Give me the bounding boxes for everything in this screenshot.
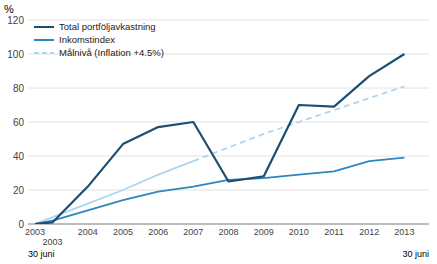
grid-line xyxy=(28,156,429,157)
chart: 0 20 40 60 80 100 120 20032003 2004 2005 2006 2007 2… xyxy=(0,0,437,264)
x-tick-label: 2011 xyxy=(324,227,343,237)
annotation: 30 juni xyxy=(28,249,55,259)
x-tick-label: 2003 xyxy=(25,227,45,237)
legend-swatch xyxy=(34,39,54,41)
x-tick-label: 2012 xyxy=(359,227,379,237)
x-tick-label: 2006 xyxy=(148,227,168,237)
legend: Total portföljavkastning Inkomstindex Måln… xyxy=(34,21,164,58)
annotation: 30 juni xyxy=(402,249,429,259)
y-tick-label: 20 xyxy=(13,185,25,196)
x-tick-label: 2003 xyxy=(43,237,63,247)
y-tick-label: 120 xyxy=(7,15,24,26)
x-axis-line xyxy=(28,224,429,225)
y-axis-label: % xyxy=(4,3,14,15)
grid-line xyxy=(28,224,429,225)
x-tick-label: 2010 xyxy=(289,227,309,237)
x-tick-label: 2008 xyxy=(218,227,238,237)
legend-label: Målnivå (Inflation +4.5%) xyxy=(59,47,164,58)
plot-area xyxy=(35,54,404,224)
legend-label: Inkomstindex xyxy=(59,34,115,45)
series-line xyxy=(193,86,404,161)
y-tick-label: 40 xyxy=(13,151,25,162)
legend-swatch xyxy=(34,52,54,54)
legend-swatch xyxy=(34,26,54,28)
grid-line xyxy=(28,190,429,191)
y-tick-label: 80 xyxy=(13,83,25,94)
series-line xyxy=(35,54,404,224)
legend-label: Total portföljavkastning xyxy=(59,21,156,32)
y-tick-label: 0 xyxy=(18,219,24,230)
x-tick-label: 2013 xyxy=(394,227,414,237)
x-tick-label: 2007 xyxy=(183,227,203,237)
y-tick-label: 100 xyxy=(7,49,24,60)
grid-line xyxy=(28,122,429,123)
grid-line xyxy=(28,88,429,89)
x-tick-label: 2009 xyxy=(254,227,274,237)
y-tick-label: 60 xyxy=(13,117,25,128)
x-tick-label: 2004 xyxy=(78,227,98,237)
x-tick-label: 2005 xyxy=(113,227,133,237)
